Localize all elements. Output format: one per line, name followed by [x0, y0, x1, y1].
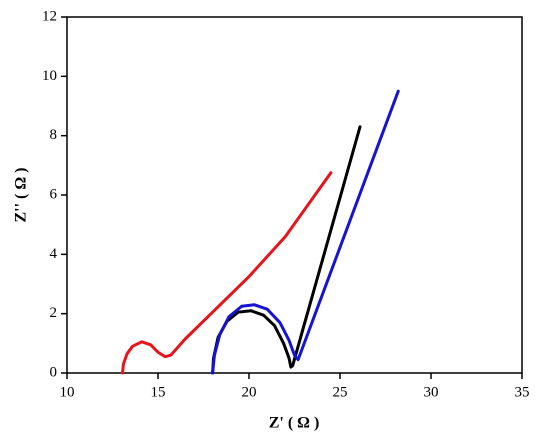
- y-tick-label: 2: [50, 305, 58, 321]
- y-axis-label: Z'' ( Ω ): [13, 167, 30, 222]
- y-tick-label: 12: [42, 8, 57, 24]
- y-tick-label: 10: [42, 68, 57, 84]
- plot-frame: [66, 16, 523, 374]
- x-axis-label: Z' ( Ω ): [269, 415, 320, 432]
- data-line: [121, 171, 333, 375]
- y-tick-label: 4: [50, 246, 58, 262]
- x-tick-label: 25: [333, 384, 348, 400]
- x-tick-label: 10: [60, 384, 75, 400]
- y-tick-label: 6: [50, 186, 58, 202]
- x-tick-label: 15: [151, 384, 166, 400]
- y-tick-label: 0: [50, 364, 58, 380]
- x-tick-label: 20: [242, 384, 257, 400]
- y-tick-label: 8: [50, 127, 58, 143]
- x-tick-label: 35: [515, 384, 530, 400]
- x-tick-label: 30: [424, 384, 439, 400]
- data-line: [211, 89, 400, 375]
